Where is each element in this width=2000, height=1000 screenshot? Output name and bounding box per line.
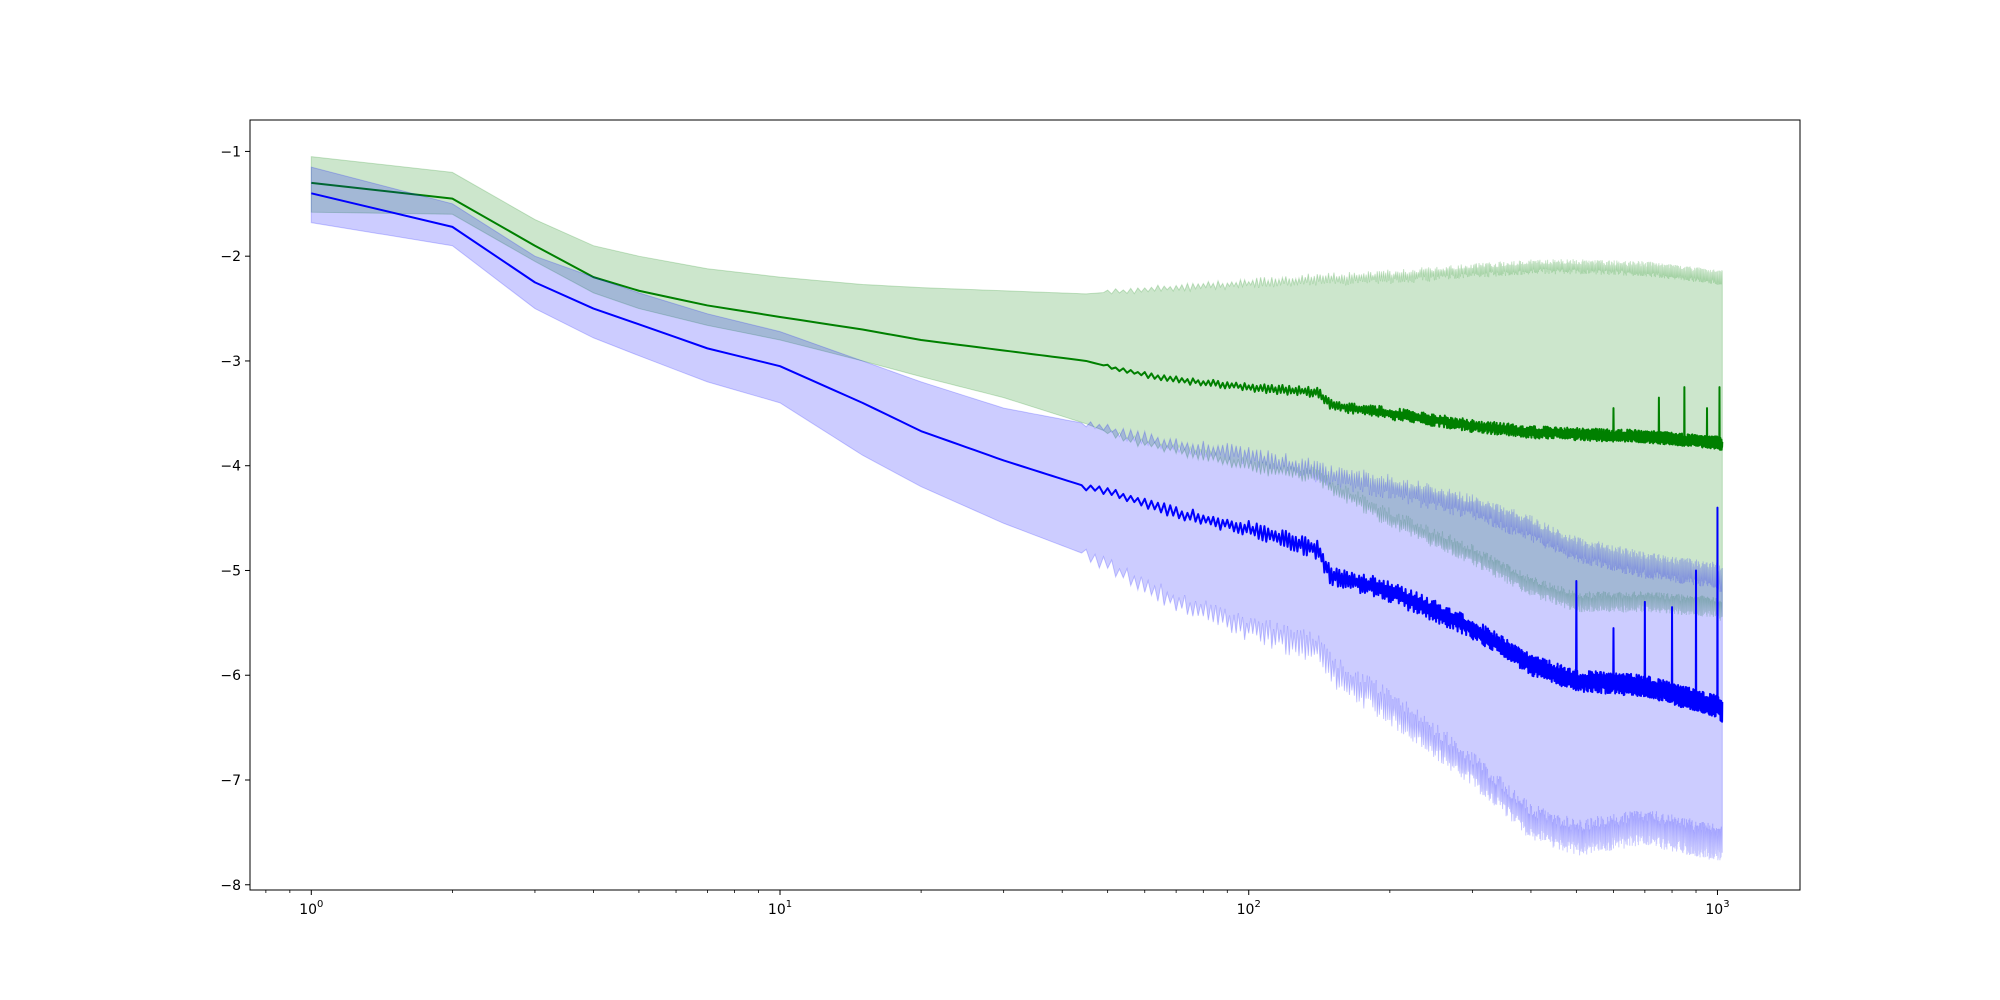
y-tick-label: −4 [220, 459, 241, 475]
x-tick-label: 100 [299, 899, 323, 918]
series-1-band [310, 156, 1723, 621]
plot-frame [249, 119, 1801, 891]
y-tick-label: −7 [220, 773, 241, 789]
y-tick-label: −8 [220, 878, 241, 894]
y-axis: −1 −2 −3 −4 −5 −6 −7 −8 [220, 144, 250, 894]
x-tick-label: 101 [768, 899, 792, 918]
x-axis: 100 101 102 103 [265, 890, 1730, 918]
y-tick-label: −3 [220, 354, 241, 370]
x-tick-label: 102 [1237, 899, 1261, 918]
series-2-band [310, 166, 1723, 861]
x-tick-label: 103 [1705, 899, 1729, 918]
series-layer [310, 156, 1724, 861]
y-tick-label: −6 [220, 668, 241, 684]
series-1-line [311, 181, 1724, 451]
y-tick-label: −1 [220, 144, 241, 160]
series-2-line [311, 192, 1724, 723]
y-tick-label: −5 [220, 563, 241, 579]
y-tick-label: −2 [220, 249, 241, 265]
